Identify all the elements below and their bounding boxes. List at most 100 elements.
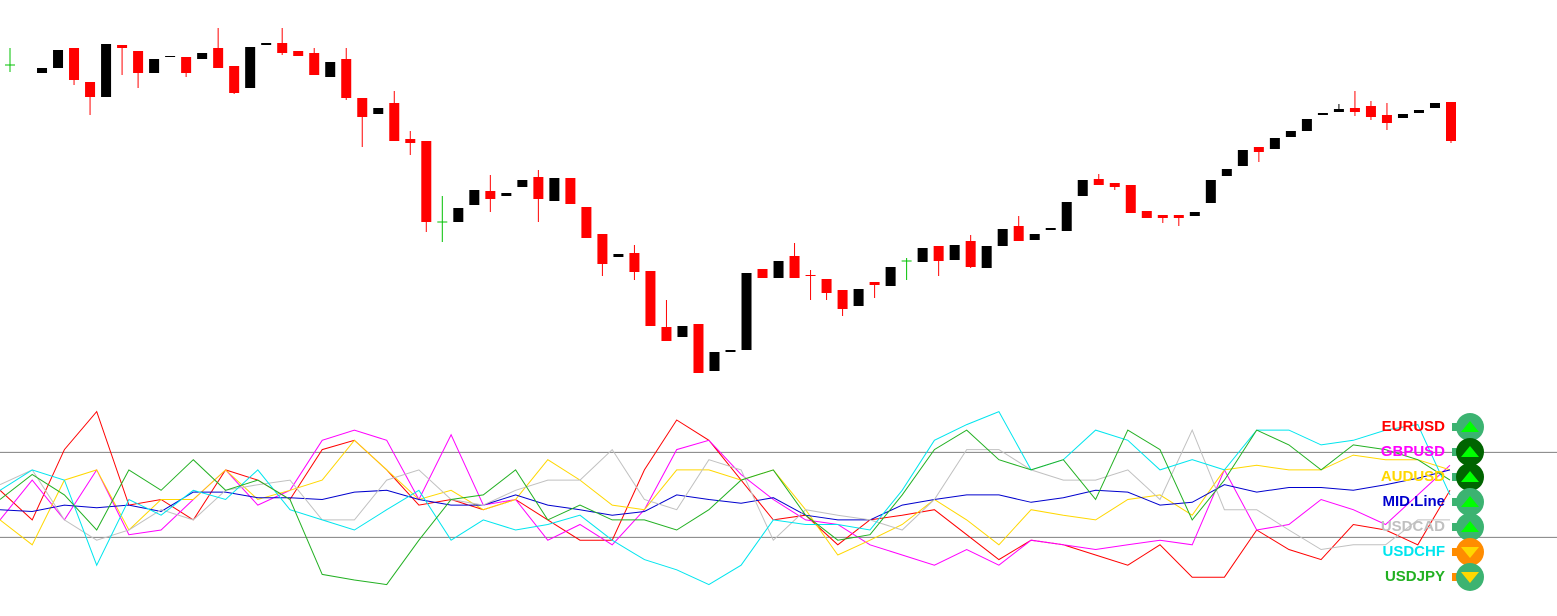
candle-body xyxy=(837,290,848,309)
candle-body xyxy=(1269,138,1280,149)
candle-body xyxy=(1141,211,1152,218)
candle-body xyxy=(453,208,464,222)
signal-icon xyxy=(1452,438,1484,466)
candle-body xyxy=(1365,106,1376,117)
candle-body xyxy=(597,234,608,264)
candle-body xyxy=(469,190,480,205)
candle-body xyxy=(1205,180,1216,203)
candle-body xyxy=(53,50,64,68)
candle-body xyxy=(197,53,208,59)
candle-body xyxy=(1349,108,1360,112)
candle-body xyxy=(1125,185,1136,213)
candle-body xyxy=(1333,109,1344,112)
candle-body xyxy=(581,207,592,238)
candle-body xyxy=(229,66,240,93)
candle-body xyxy=(1237,150,1248,166)
signal-arrow xyxy=(1461,496,1479,507)
candle-body xyxy=(1045,228,1056,230)
candle-body xyxy=(1285,131,1296,137)
indicator-line xyxy=(0,428,1450,551)
candle-body xyxy=(565,178,576,204)
candle-body xyxy=(357,98,368,117)
candle-body xyxy=(869,282,880,285)
signal-icon xyxy=(1452,538,1484,566)
candle-body xyxy=(149,59,160,73)
legend-label: USDCAD xyxy=(1381,518,1445,535)
candle-body xyxy=(1381,115,1392,123)
candle-body xyxy=(1253,147,1264,152)
candle-body xyxy=(1413,110,1424,113)
candle-body xyxy=(1013,226,1024,241)
candle-body xyxy=(373,108,384,114)
candle-body xyxy=(1077,180,1088,196)
candle-body xyxy=(533,177,544,199)
candle-body xyxy=(1093,179,1104,185)
candle-body xyxy=(1029,234,1040,240)
candle-body xyxy=(757,269,768,278)
signal-arrow xyxy=(1461,521,1479,532)
candle-body xyxy=(997,229,1008,246)
candle-body xyxy=(133,51,144,73)
candle-body xyxy=(309,53,320,75)
legend-label: GBPUSD xyxy=(1381,443,1445,460)
candle-body xyxy=(1317,113,1328,115)
indicator-line xyxy=(0,429,1451,586)
candle-body xyxy=(1446,102,1456,141)
candle-body xyxy=(965,241,976,267)
candle-body xyxy=(1189,212,1200,216)
candle-body xyxy=(117,45,128,48)
candle-body xyxy=(1397,114,1408,118)
legend-label: USDCHF xyxy=(1383,543,1446,560)
candle-body xyxy=(773,261,784,278)
candle-body xyxy=(629,253,640,272)
signal-arrow xyxy=(1461,421,1479,432)
signal-icon xyxy=(1452,563,1484,591)
legend-label: USDJPY xyxy=(1385,568,1445,585)
candle-body xyxy=(389,103,400,141)
candle-body xyxy=(101,44,112,97)
candle-body xyxy=(1221,169,1232,176)
candle-body xyxy=(405,139,416,143)
signal-arrow xyxy=(1461,572,1479,583)
candle-body xyxy=(245,47,256,88)
candle-body xyxy=(341,59,352,98)
indicator-line xyxy=(0,410,1451,578)
candle-body xyxy=(181,57,192,73)
candle-body xyxy=(213,48,224,68)
candle-body xyxy=(853,289,864,306)
legend-label: MID.Line xyxy=(1383,493,1446,510)
candle-body xyxy=(677,326,688,337)
candle-body xyxy=(725,350,736,352)
candle-body xyxy=(949,245,960,260)
candle-body xyxy=(709,352,720,371)
candle-body xyxy=(69,48,80,80)
signal-icon xyxy=(1452,488,1484,516)
candle-body xyxy=(645,271,656,326)
candle-body xyxy=(933,246,944,261)
indicator-line xyxy=(0,469,1451,521)
candle-body xyxy=(1157,215,1168,218)
signal-arrow xyxy=(1461,471,1479,482)
signal-icon xyxy=(1452,513,1484,541)
candle-body xyxy=(1301,119,1312,131)
candle-body xyxy=(789,256,800,278)
candle-body xyxy=(613,254,624,257)
candle-body xyxy=(549,178,560,201)
candle-body xyxy=(37,68,48,73)
candle-body xyxy=(421,141,432,222)
candle-body xyxy=(517,180,528,187)
candle-body xyxy=(485,191,496,199)
candle-body xyxy=(85,82,96,97)
candle-body xyxy=(325,62,336,77)
candle-body xyxy=(821,279,832,293)
candle-body xyxy=(661,327,672,341)
legend-label: EURUSD xyxy=(1382,418,1446,435)
signal-arrow xyxy=(1461,446,1479,457)
legend-label: AUDUSD xyxy=(1381,468,1445,485)
candle-body xyxy=(1429,103,1440,108)
candle-body xyxy=(693,324,704,373)
signal-icon xyxy=(1452,463,1484,491)
signal-icon xyxy=(1452,413,1484,441)
candle-body xyxy=(1173,215,1184,218)
